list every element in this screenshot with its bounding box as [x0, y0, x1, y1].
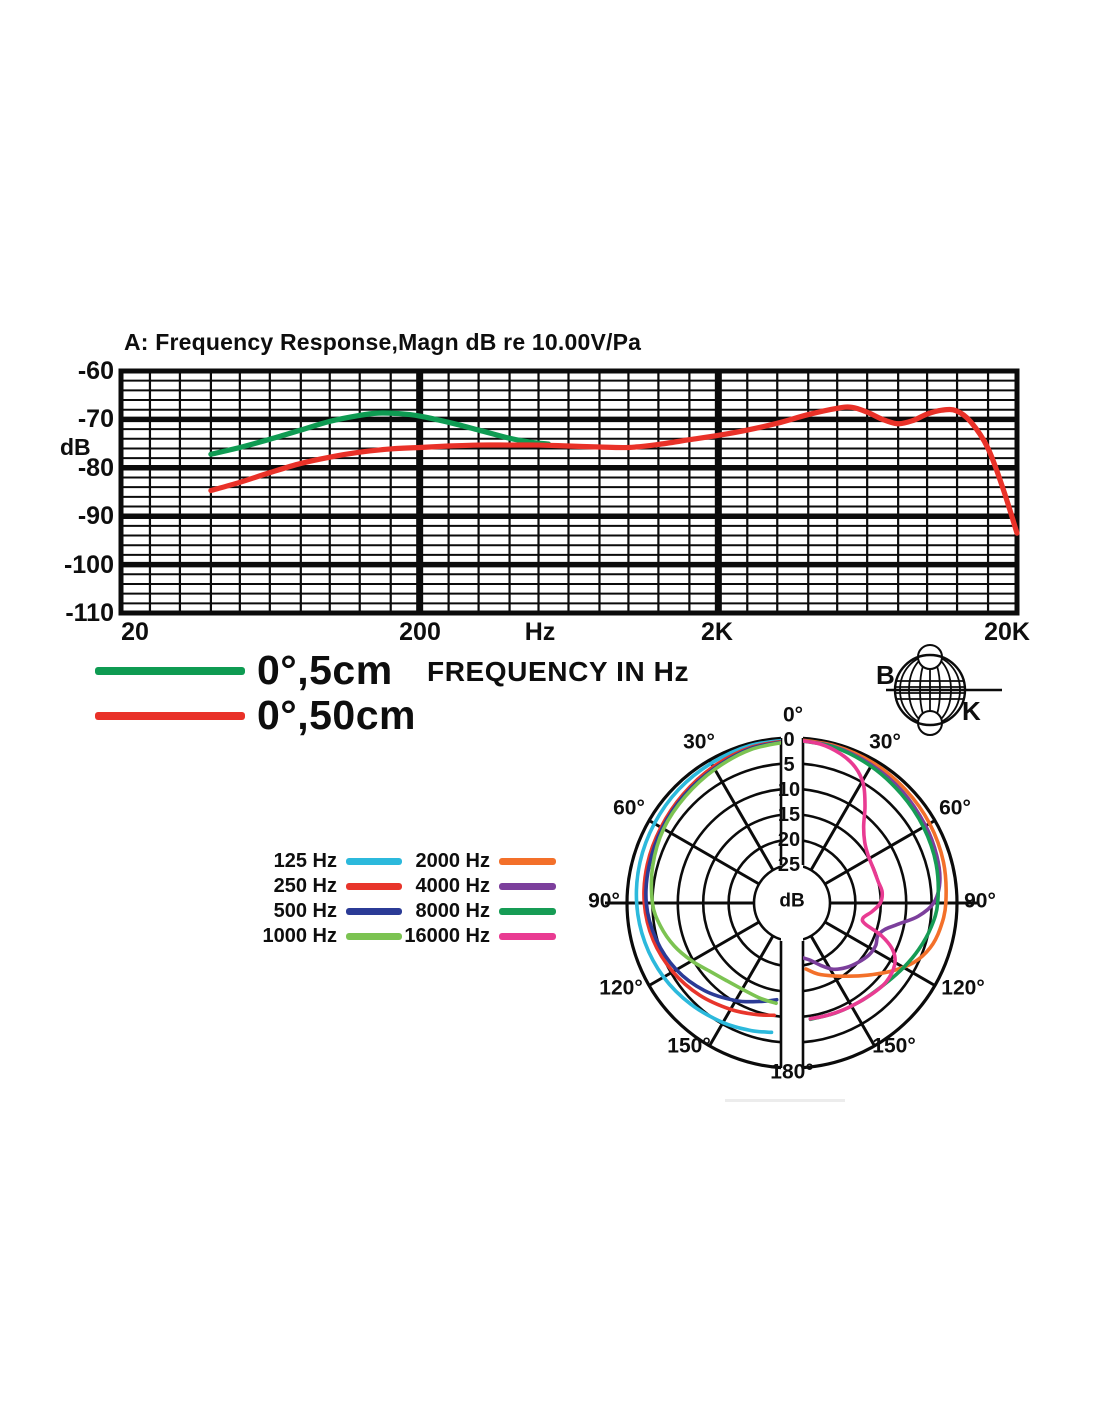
legend-line-0-50cm: [95, 712, 245, 720]
polar-ring-20: 20: [777, 829, 801, 851]
polar-legend-label-16000hz: 16000 Hz: [404, 925, 490, 947]
x-axis-unit: Hz: [524, 618, 556, 646]
legend-label-0-50cm: 0°,50cm: [257, 692, 416, 738]
polar-angle-150-left: 150°: [667, 1034, 711, 1058]
scan-artifact: [725, 1099, 845, 1102]
polar-angle-30-right: 30°: [869, 730, 901, 754]
polar-ring-0: 0: [783, 729, 795, 751]
y-tick--110: -110: [65, 599, 114, 627]
y-tick--100: -100: [63, 551, 114, 579]
polar-angle-90-left: 90°: [588, 889, 620, 913]
y-tick--80: -80: [77, 454, 114, 482]
y-tick--70: -70: [77, 405, 114, 433]
polar-ring-15: 15: [777, 804, 801, 826]
polar-angle-90-right: 90°: [964, 889, 996, 913]
polar-legend-line-16000hz: [499, 933, 556, 940]
polar-angle-60-right: 60°: [939, 796, 971, 820]
polar-legend-label-250hz: 250 Hz: [273, 875, 337, 897]
polar-legend-line-8000hz: [499, 908, 556, 915]
y-axis-label: dB: [60, 434, 91, 460]
x-tick-2k: 2K: [701, 618, 733, 646]
polar-ring-unit: dB: [779, 890, 805, 912]
polar-angle-0: 0°: [782, 703, 804, 727]
frequency-chart-grid: [118, 368, 1020, 616]
freq-chart-title: A: Frequency Response,Magn dB re 10.00V/…: [124, 329, 642, 355]
polar-legend-label-4000hz: 4000 Hz: [415, 875, 491, 897]
legend-line-0-5cm: [95, 667, 245, 675]
polar-angle-150-right: 150°: [872, 1034, 916, 1058]
polar-legend-line-500hz: [346, 908, 402, 915]
y-tick--60: -60: [77, 357, 114, 385]
polar-ring-5: 5: [783, 754, 795, 776]
polar-angle-60-left: 60°: [613, 796, 645, 820]
frequency-chart-curves: [208, 404, 1020, 536]
logo-letter-b: B: [876, 660, 895, 690]
polar-legend-line-250hz: [346, 883, 402, 890]
logo-letter-k: K: [962, 696, 981, 726]
y-tick--90: -90: [77, 502, 114, 530]
x-tick-20k: 20K: [984, 618, 1030, 646]
brand-globe-icon: [886, 644, 1002, 736]
polar-angle-120-right: 120°: [941, 976, 985, 1000]
polar-legend-line-1000hz: [346, 933, 402, 940]
polar-angle-180: 180°: [770, 1060, 814, 1084]
polar-ring-25: 25: [777, 854, 801, 876]
polar-legend-line-2000hz: [499, 858, 556, 865]
frequency-axis-caption: FREQUENCY IN Hz: [427, 656, 690, 687]
polar-angle-30-left: 30°: [683, 730, 715, 754]
polar-legend-line-125hz: [346, 858, 402, 865]
x-tick-20: 20: [121, 618, 149, 646]
polar-chart-curves: [634, 738, 948, 1035]
polar-angle-120-left: 120°: [599, 976, 643, 1000]
polar-legend-label-2000hz: 2000 Hz: [415, 850, 491, 872]
polar-legend-label-125hz: 125 Hz: [273, 850, 337, 872]
polar-legend-label-500hz: 500 Hz: [273, 900, 337, 922]
polar-legend-label-1000hz: 1000 Hz: [262, 925, 338, 947]
polar-ring-10: 10: [777, 779, 801, 801]
legend-label-0-5cm: 0°,5cm: [257, 647, 393, 693]
polar-legend-line-4000hz: [499, 883, 556, 890]
polar-legend-label-8000hz: 8000 Hz: [415, 900, 491, 922]
x-tick-200: 200: [399, 618, 441, 646]
